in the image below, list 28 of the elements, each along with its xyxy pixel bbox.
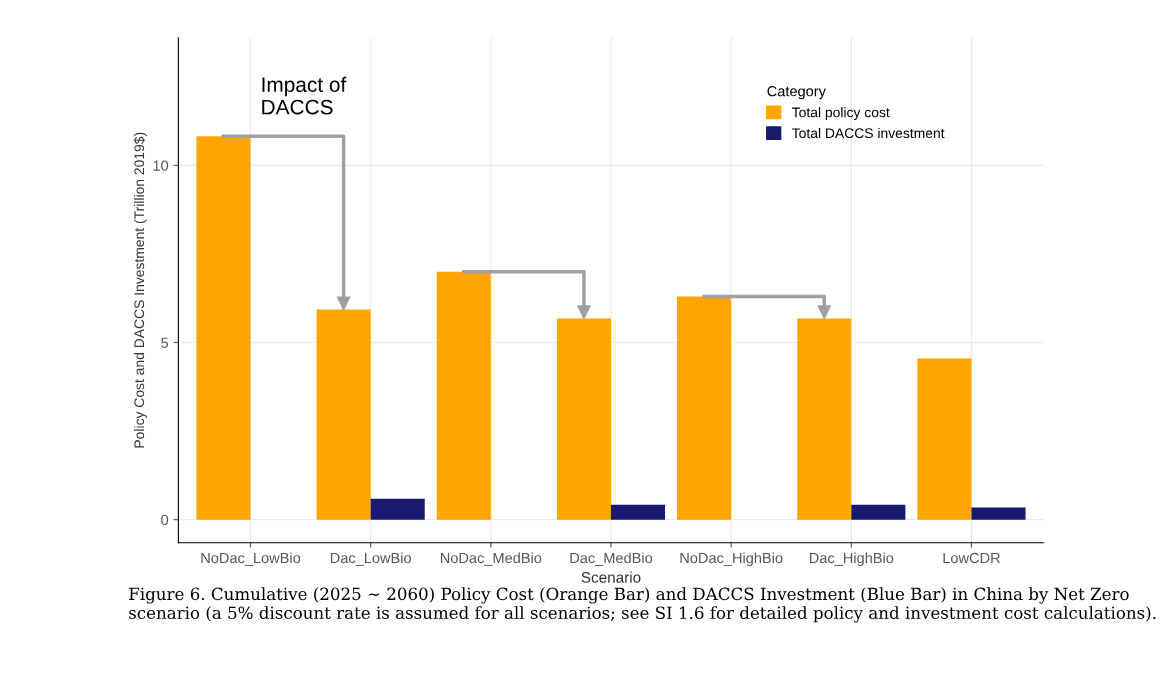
bar [851, 504, 906, 520]
legend-label: Total DACCS investment [792, 127, 945, 139]
x-tick-label: Dac_LowBio [330, 552, 411, 566]
legend-label: Total policy cost [792, 107, 890, 121]
x-tick-label: LowCDR [943, 552, 1000, 564]
bar [196, 136, 251, 520]
y-tick-label: 0 [161, 514, 169, 526]
x-tick-label: NoDac_MedBio [440, 552, 542, 566]
bar [797, 318, 852, 520]
y-axis-title: Policy Cost and DACCS Investment (Trillion 2019$) [133, 132, 147, 448]
x-axis-title: Scenario [581, 571, 641, 583]
bar [556, 318, 611, 520]
x-tick-label: Dac_HighBio [809, 552, 894, 567]
x-tick-label: NoDac_LowBio [201, 552, 301, 566]
bar [610, 504, 666, 520]
bar [316, 309, 371, 520]
bar [971, 507, 1026, 520]
bar [677, 296, 732, 520]
x-tick-label: NoDac_HighBio [680, 552, 783, 567]
caption: Figure 6. Cumulative (2025 ∼ 2060) Policy Cost (Orange Bar) and DACCS Investment (Blue Bar) in China by Net Zero scenario (a 5% discount rate is assumed for all scenarios; see SI 1.6 for detailed policy and investment cost calculations). [129, 587, 1156, 623]
annotation: Impact of DACCS [262, 76, 347, 115]
y-tick-label: 10 [153, 160, 169, 171]
x-tick-label: Dac_MedBio [570, 552, 653, 566]
legend-title: Category [767, 86, 826, 100]
bar [436, 271, 491, 520]
y-tick-label: 5 [161, 337, 169, 348]
bar [917, 358, 972, 520]
bar [370, 498, 425, 520]
